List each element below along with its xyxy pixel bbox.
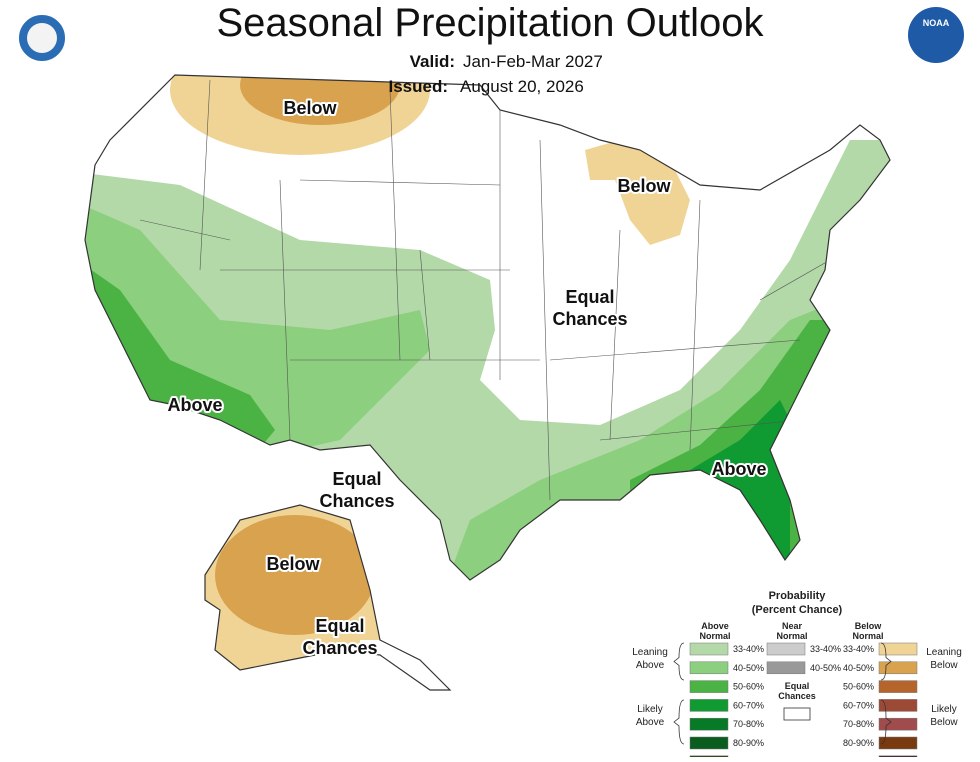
region-label: Above: [167, 395, 222, 415]
legend-group: Likely: [931, 704, 957, 715]
noaa-logo: [908, 7, 964, 63]
legend-group: Leaning: [926, 647, 962, 658]
legend-swatch: [690, 699, 728, 711]
legend-group: Below: [930, 660, 958, 671]
legend-heading: Normal: [852, 631, 883, 641]
alaska: [190, 490, 470, 700]
legend-swatch: [767, 662, 805, 674]
legend-group: Leaning: [632, 647, 668, 658]
legend: Probability(Percent Chance)AboveNormal33…: [632, 590, 962, 757]
legend-swatch-equal: [784, 708, 810, 720]
legend-swatch: [879, 681, 917, 693]
legend-item-label: 70-80%: [733, 719, 764, 729]
legend-heading: Above: [701, 621, 729, 631]
region-label: Equal: [315, 616, 364, 636]
issued-value: August 20, 2026: [460, 77, 584, 96]
legend-item-label: 33-40%: [733, 644, 764, 654]
legend-swatch: [879, 662, 917, 674]
legend-item-label: 60-70%: [843, 700, 874, 710]
region-label: Chances: [552, 309, 627, 329]
legend-swatch: [879, 718, 917, 730]
legend-item-label: 40-50%: [843, 663, 874, 673]
legend-item-label: 50-60%: [843, 682, 874, 692]
legend-brace: [674, 700, 684, 744]
legend-item-label: 33-40%: [843, 644, 874, 654]
legend-heading: Near: [782, 621, 803, 631]
logo-noaa: NOAA: [908, 7, 964, 63]
legend-item-label: 80-90%: [843, 738, 874, 748]
legend-group: Above: [636, 660, 665, 671]
legend-group: Below: [930, 717, 958, 728]
region-label: Below: [283, 98, 337, 118]
legend-item-label: 80-90%: [733, 738, 764, 748]
legend-heading: Below: [855, 621, 883, 631]
noaa-text: NOAA: [923, 18, 950, 28]
legend-item-label: 40-50%: [810, 663, 841, 673]
legend-brace: [674, 643, 684, 680]
legend-swatch: [690, 681, 728, 693]
valid-value: Jan-Feb-Mar 2027: [463, 52, 603, 71]
legend-title: Probability: [769, 590, 827, 602]
legend-equal: Equal: [785, 681, 810, 691]
legend-swatch: [690, 737, 728, 749]
region-label: Below: [617, 176, 671, 196]
region-label: Chances: [319, 491, 394, 511]
region-label: Equal: [565, 287, 614, 307]
legend-item-label: 70-80%: [843, 719, 874, 729]
legend-item-label: 33-40%: [810, 644, 841, 654]
legend-group: Above: [636, 717, 665, 728]
legend-subtitle: (Percent Chance): [752, 604, 843, 616]
legend-item-label: 60-70%: [733, 700, 764, 710]
legend-item-label: 40-50%: [733, 663, 764, 673]
seal-center: [27, 23, 57, 53]
legend-group: Likely: [637, 704, 663, 715]
logo-commerce: [18, 14, 66, 62]
legend-swatch: [690, 643, 728, 655]
legend-heading: Normal: [776, 631, 807, 641]
region-label: Chances: [302, 638, 377, 658]
region-label: Below: [266, 554, 320, 574]
legend-swatch: [690, 718, 728, 730]
legend-swatch: [690, 662, 728, 674]
legend-item-label: 50-60%: [733, 682, 764, 692]
legend-heading: Normal: [699, 631, 730, 641]
issued-label: Issued:: [388, 77, 448, 96]
title: Seasonal Precipitation Outlook: [217, 1, 765, 45]
legend-swatch: [767, 643, 805, 655]
legend-swatch: [879, 643, 917, 655]
legend-equal: Chances: [778, 691, 816, 701]
region-label: Above: [711, 459, 766, 479]
region-label: Equal: [332, 469, 381, 489]
valid-label: Valid:: [410, 52, 455, 71]
